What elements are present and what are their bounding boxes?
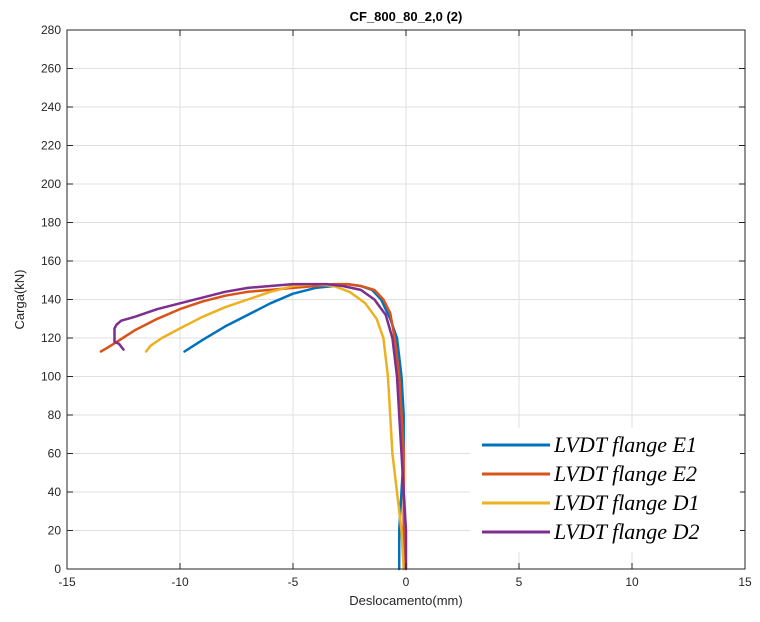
- x-axis-label: Deslocamento(mm): [349, 593, 462, 608]
- y-tick-label: 40: [48, 485, 62, 499]
- y-tick-label: 80: [48, 408, 62, 422]
- x-tick-label: 10: [625, 575, 639, 589]
- y-tick-label: 220: [41, 139, 61, 153]
- y-tick-label: 180: [41, 216, 61, 230]
- y-tick-label: 0: [54, 562, 61, 576]
- x-tick-label: -10: [171, 575, 189, 589]
- y-tick-label: 260: [41, 62, 61, 76]
- x-tick-label: -5: [288, 575, 299, 589]
- series-layer: [99, 282, 408, 571]
- x-tick-label: 15: [738, 575, 752, 589]
- x-tick-label: -15: [58, 575, 76, 589]
- tick-labels: -15 -10 -5 0 5 10 15 0 20 40 60 80 100 120 140 160 180 20…: [41, 23, 752, 589]
- y-tick-label: 100: [41, 370, 61, 384]
- y-tick-label: 280: [41, 23, 61, 37]
- x-tick-label: 5: [516, 575, 523, 589]
- legend: LVDT flange E1 LVDT flange E2 LVDT flange …: [470, 428, 740, 552]
- y-tick-label: 140: [41, 293, 61, 307]
- ticks: [66, 29, 746, 570]
- y-tick-label: 20: [48, 524, 62, 538]
- legend-label: LVDT flange D2: [553, 519, 699, 544]
- y-tick-label: 120: [41, 331, 61, 345]
- y-tick-label: 240: [41, 100, 61, 114]
- legend-label: LVDT flange D1: [553, 490, 699, 515]
- x-tick-label: 0: [403, 575, 410, 589]
- y-axis-label: Carga(kN): [12, 270, 27, 330]
- legend-label: LVDT flange E2: [553, 461, 697, 486]
- series-line: [113, 282, 408, 571]
- legend-label: LVDT flange E1: [553, 432, 697, 457]
- chart-title: CF_800_80_2,0 (2): [350, 9, 463, 24]
- y-tick-label: 200: [41, 177, 61, 191]
- y-tick-label: 60: [48, 447, 62, 461]
- y-tick-label: 160: [41, 254, 61, 268]
